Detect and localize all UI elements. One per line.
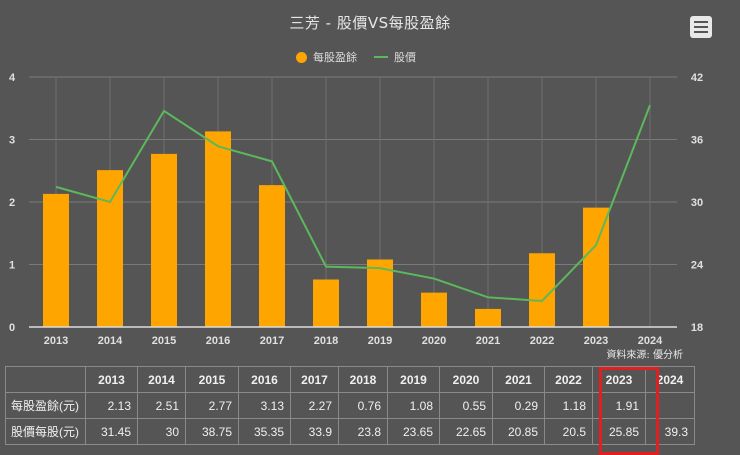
table-row-label: 股價每股(元) [5,418,86,445]
chart-legend: 每股盈餘 股價 [0,48,740,66]
chart-plot-area: 0 1 2 3 4 18 24 30 36 42 2013 2014 2015 2016 2017 2018 2… [9,72,704,347]
eps-bar[interactable] [421,292,447,327]
table-cell: 3.13 [238,392,291,419]
legend-label: 股價 [394,51,416,64]
table-cell: 20.85 [492,418,545,445]
table-header-cell: 2016 [238,366,291,393]
table-header-cell: 2020 [439,366,493,393]
table-row-label: 每股盈餘(元) [5,392,86,419]
price-line[interactable] [55,104,651,302]
x-axis-tick: 2023 [584,335,608,347]
table-cell: 1.08 [387,392,440,419]
table-cell: 0.55 [439,392,493,419]
table-cell: 33.9 [290,418,339,445]
table-header-cell: 2018 [338,366,388,393]
table-cell: 0.76 [338,392,388,419]
table-header-cell: 2024 [645,366,695,393]
table-cell: 39.3 [645,418,695,445]
table-header-cell: 2023 [592,366,646,393]
table-cell: 23.65 [387,418,440,445]
table-cell: 2.27 [290,392,339,419]
x-axis-tick: 2024 [638,335,663,347]
x-axis-tick: 2022 [530,335,554,347]
right-axis-tick: 42 [691,72,703,84]
table-cell [645,392,695,419]
table-header-cell: 2017 [290,366,339,393]
data-table: 2013 2014 2015 2016 2017 2018 2019 2020 2021 2022… [5,366,695,445]
left-axis-tick: 4 [9,72,16,84]
chart-title: 三芳 - 股價VS每股盈餘 [289,14,451,32]
table-cell: 38.75 [185,418,239,445]
eps-bar[interactable] [259,185,285,327]
table-cell: 23.8 [338,418,388,445]
table-row-eps: 每股盈餘(元) 2.13 2.51 2.77 3.13 2.27 0.76 1.08 0.55 0… [5,392,695,419]
table-cell: 25.85 [592,418,646,445]
table-cell: 20.5 [544,418,593,445]
right-axis-tick: 18 [691,322,703,334]
table-header-cell: 2019 [387,366,440,393]
left-axis-tick: 2 [9,197,15,209]
x-axis-tick: 2015 [152,335,176,347]
left-axis-tick: 1 [9,260,15,272]
x-axis-tick: 2014 [98,335,123,347]
line-icon [374,56,388,58]
x-axis-tick: 2013 [44,335,68,347]
x-axis-tick: 2021 [476,335,500,347]
eps-bar[interactable] [43,193,69,327]
legend-item-eps[interactable]: 每股盈餘 [296,48,357,66]
table-cell: 2.13 [85,392,138,419]
table-corner-cell [5,366,86,393]
eps-bar[interactable] [97,170,123,327]
eps-bar[interactable] [583,207,609,327]
x-axis-tick: 2020 [422,335,446,347]
table-cell: 2.77 [185,392,239,419]
table-cell: 30 [137,418,186,445]
x-axis-tick: 2017 [260,335,284,347]
table-row-price: 股價每股(元) 31.45 30 38.75 35.35 33.9 23.8 23.65 22.… [5,418,695,445]
eps-bar[interactable] [529,253,555,327]
table-header-row: 2013 2014 2015 2016 2017 2018 2019 2020 2021 2022… [5,366,695,393]
x-axis-tick: 2019 [368,335,392,347]
left-axis-tick: 0 [9,322,15,334]
hamburger-menu-icon-bar [694,26,708,28]
hamburger-menu-icon [694,21,708,23]
right-axis-tick: 36 [691,135,703,147]
eps-bar[interactable] [205,131,231,327]
eps-bar[interactable] [151,153,177,327]
eps-bar[interactable] [475,308,501,327]
table-cell: 1.91 [592,392,646,419]
left-axis-tick: 3 [9,135,15,147]
circle-icon [296,51,307,63]
table-cell: 2.51 [137,392,186,419]
x-axis-tick: 2018 [314,335,338,347]
table-header-cell: 2021 [492,366,545,393]
legend-item-price[interactable]: 股價 [374,48,416,66]
eps-bar[interactable] [313,279,339,328]
hamburger-menu-icon-bar [694,31,708,33]
table-cell: 1.18 [544,392,593,419]
table-cell: 0.29 [492,392,545,419]
table-header-cell: 2013 [85,366,138,393]
table-header-cell: 2014 [137,366,186,393]
table-header-cell: 2015 [185,366,239,393]
table-cell: 22.65 [439,418,493,445]
chart-menu-button[interactable] [690,16,712,38]
table-header-cell: 2022 [544,366,593,393]
x-axis-tick: 2016 [206,335,230,347]
legend-label: 每股盈餘 [313,51,357,64]
table-cell: 35.35 [238,418,291,445]
table-cell: 31.45 [85,418,138,445]
right-axis-tick: 30 [691,197,703,209]
source-text: 資料來源: 優分析 [606,350,683,361]
right-axis-tick: 24 [691,260,704,272]
